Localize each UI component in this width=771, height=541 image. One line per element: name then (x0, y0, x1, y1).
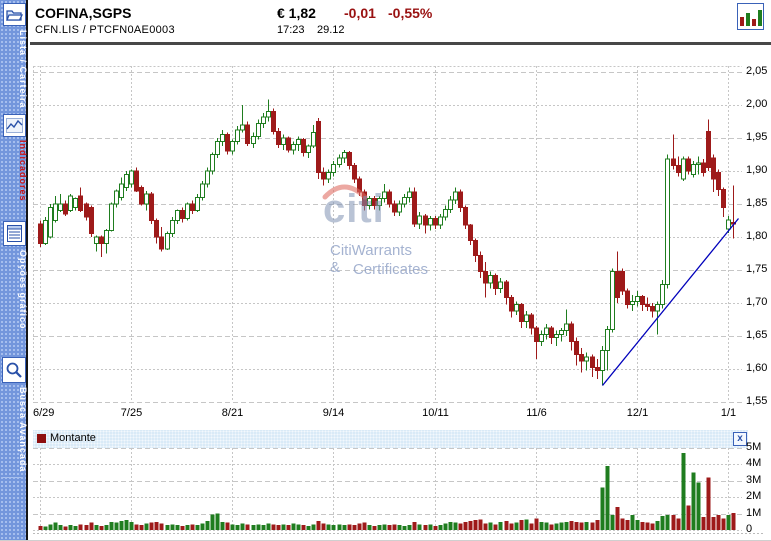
folder-icon[interactable] (3, 3, 26, 26)
folder-glyph (6, 9, 23, 21)
y-axis-label: 1,85 (746, 197, 768, 209)
x-axis-label: 9/14 (322, 407, 345, 419)
symbol-code: CFN.LIS / PTCFN0AE0003 (35, 24, 175, 36)
quote-date: 29.12 (317, 24, 345, 36)
y-axis-label: 3M (746, 474, 762, 486)
sidebar-divider (2, 477, 22, 478)
sidebar-tab-busca-avancada[interactable]: Busca Avançada (0, 387, 28, 472)
last-price: € 1,82 (277, 5, 316, 21)
mini-bar (745, 13, 750, 26)
sidebar-tab-label: Lista / Carteira (18, 30, 28, 109)
magnifier-glyph (6, 362, 22, 378)
y-axis-label: 1,75 (746, 263, 768, 275)
y-axis-label: 2M (746, 490, 762, 502)
sidebar-tab-lista-carteira[interactable]: Lista / Carteira (0, 30, 28, 109)
y-axis-label: 2,00 (746, 98, 768, 110)
x-axis-label: 12/1 (626, 407, 649, 419)
x-axis-label: 8/21 (221, 407, 244, 419)
mini-bar (739, 17, 744, 26)
list-glyph (7, 225, 22, 242)
y-axis-label: 1,60 (746, 362, 768, 374)
sidebar-tab-indicadores[interactable]: Indicadores (0, 140, 28, 202)
y-axis-label: 1,70 (746, 296, 768, 308)
x-axis-label: 1/1 (720, 407, 737, 419)
list-icon[interactable] (3, 221, 26, 246)
y-axis-label: 1,55 (746, 395, 768, 407)
y-axis-label: 2,05 (746, 65, 768, 77)
x-axis-label: 10/11 (422, 407, 449, 419)
mini-bar (751, 19, 756, 26)
price-change: -0,01 (344, 5, 376, 21)
header-separator (30, 42, 771, 45)
symbol-name: COFINA,SGPS (35, 5, 132, 21)
quote-header: COFINA,SGPS CFN.LIS / PTCFN0AE0003 € 1,8… (30, 0, 771, 42)
volume-legend-swatch (37, 434, 46, 443)
chart-area[interactable]: citi CitiWarrants & Certificates Montant… (30, 45, 771, 540)
close-volume-panel-button[interactable]: x (733, 432, 747, 446)
y-axis-label: 1M (746, 507, 762, 519)
volume-panel-header: Montante x (33, 430, 748, 448)
sidebar-tab-label: Opções gráfico (18, 250, 28, 330)
search-icon[interactable] (2, 357, 26, 383)
y-axis-label: 4M (746, 457, 762, 469)
sidebar: Lista / Carteira Indicadores Opções gráf… (0, 0, 28, 540)
chart-style-icon[interactable] (737, 3, 764, 30)
indicator-chart-icon[interactable] (3, 114, 26, 137)
y-axis-label: 1,95 (746, 131, 768, 143)
y-axis-label: 1,80 (746, 230, 768, 242)
y-axis-label: 6/29 (33, 407, 55, 419)
quote-time: 17:23 (277, 24, 305, 36)
price-chart-svg (33, 66, 764, 534)
y-axis-label: 0 (746, 523, 753, 535)
sidebar-tab-label: Indicadores (18, 140, 28, 202)
x-axis-label: 7/25 (120, 407, 143, 419)
volume-legend-label: Montante (50, 432, 96, 444)
price-change-percent: -0,55% (388, 5, 433, 21)
mini-bar (757, 10, 762, 26)
y-axis-label: 1,65 (746, 329, 768, 341)
sidebar-tab-opcoes-grafico[interactable]: Opções gráfico (0, 250, 28, 330)
x-axis-label: 11/6 (526, 407, 547, 419)
y-axis-label: 5M (746, 441, 762, 453)
y-axis-label: 1,90 (746, 164, 768, 176)
sidebar-tab-label: Busca Avançada (18, 387, 28, 473)
trend-line (601, 218, 740, 386)
indicator-glyph (6, 118, 23, 133)
